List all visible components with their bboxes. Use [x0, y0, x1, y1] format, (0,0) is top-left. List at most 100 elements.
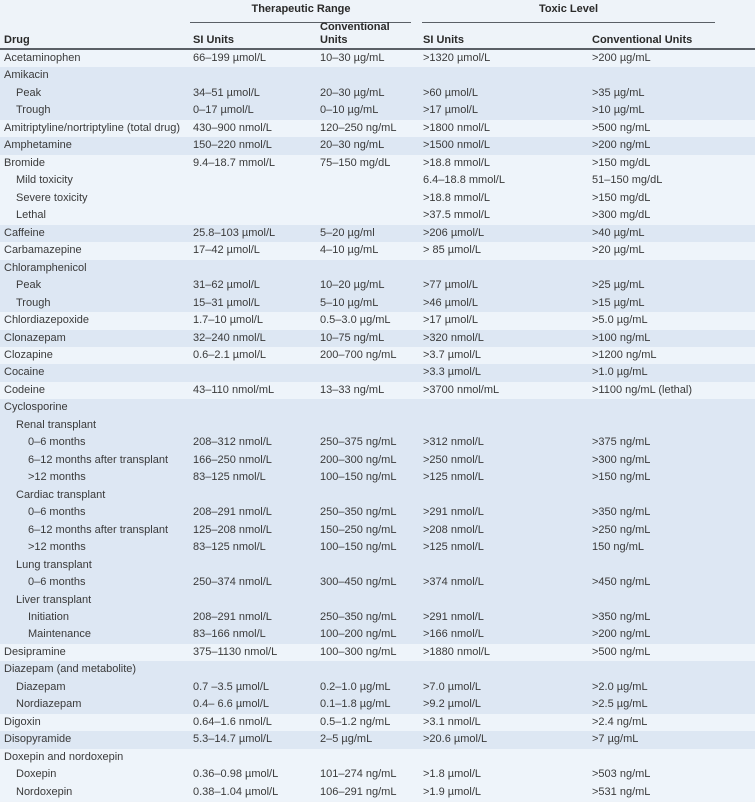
- table-row: 6–12 months after transplant 125–208 nmol…: [0, 521, 755, 540]
- toxic-conventional: >2.5 µg/mL: [592, 698, 648, 711]
- toxic-conventional: >350 ng/mL: [592, 611, 651, 623]
- toxic-si: >3.3 µmol/L: [423, 366, 482, 379]
- table-row: Lethal >37.5 mmol/L >300 mg/dL: [0, 207, 755, 225]
- therapeutic-si: 0.36–0.98 µmol/L: [193, 768, 279, 781]
- therapeutic-si: 9.4–18.7 mmol/L: [193, 156, 275, 169]
- toxic-si: >3.1 nmol/L: [423, 715, 481, 728]
- toxic-si: >77 µmol/L: [423, 279, 478, 292]
- therapeutic-conventional: 106–291 ng/mL: [320, 785, 397, 798]
- toxic-conventional: >150 mg/dL: [592, 191, 651, 204]
- table-row: Severe toxicity >18.8 mmol/L >150 mg/dL: [0, 189, 755, 208]
- drug-name: Chlordiazepoxide: [4, 314, 89, 327]
- drug-name: 0–6 months: [28, 506, 86, 519]
- toxic-conventional: >1.0 µg/mL: [592, 366, 648, 379]
- toxic-si: >17 µmol/L: [423, 314, 478, 327]
- toxic-si: >1500 nmol/L: [423, 139, 490, 152]
- toxic-si: >208 nmol/L: [423, 523, 484, 536]
- therapeutic-conventional: 0–10 µg/mL: [320, 104, 379, 117]
- toxic-si: >166 nmol/L: [423, 628, 484, 641]
- drug-name: Lethal: [16, 209, 46, 222]
- toxic-conventional: >1100 ng/mL (lethal): [592, 383, 692, 396]
- table-row: Trough 15–31 µmol/L 5–10 µg/mL >46 µmol/L >1…: [0, 294, 755, 313]
- table-row: Disopyramide 5.3–14.7 µmol/L 2–5 µg/mL >20.…: [0, 731, 755, 749]
- toxic-si: >312 nmol/L: [423, 436, 484, 449]
- toxic-conventional: >250 ng/mL: [592, 523, 651, 536]
- toxic-si: >291 nmol/L: [423, 611, 484, 623]
- therapeutic-si: 5.3–14.7 µmol/L: [193, 733, 273, 746]
- therapeutic-si: 83–125 nmol/L: [193, 471, 266, 484]
- drug-name: Renal transplant: [16, 418, 97, 431]
- toxic-conventional: >150 ng/mL: [592, 471, 651, 484]
- therapeutic-si: 25.8–103 µmol/L: [193, 226, 276, 239]
- drug-name: Clozapine: [4, 348, 53, 361]
- therapeutic-si: 83–125 nmol/L: [193, 541, 266, 554]
- therapeutic-si: 375–1130 nmol/L: [193, 645, 278, 658]
- drug-name: Mild toxicity: [16, 174, 73, 187]
- table-row: Chloramphenicol: [0, 259, 755, 278]
- drug-name: 6–12 months after transplant: [28, 523, 169, 536]
- drug-name: Peak: [16, 86, 42, 99]
- toxic-si: >3700 nmol/mL: [423, 383, 500, 396]
- therapeutic-range-heading: Therapeutic Range: [251, 3, 351, 15]
- column-header-drug: Drug: [4, 34, 30, 46]
- table-row: Maintenance 83–166 nmol/L 100–200 ng/mL >16…: [0, 626, 755, 644]
- toxic-si: >60 µmol/L: [423, 86, 478, 99]
- drug-name: Cyclosporine: [4, 401, 68, 414]
- table-row: Diazepam 0.7 –3.5 µmol/L 0.2–1.0 µg/mL >7.0…: [0, 678, 755, 697]
- therapeutic-si: 83–166 nmol/L: [193, 628, 266, 641]
- toxic-si: >125 nmol/L: [423, 471, 484, 484]
- table-row: Nordoxepin 0.38–1.04 µmol/L 106–291 ng/mL >…: [0, 783, 755, 802]
- therapeutic-si: 34–51 µmol/L: [193, 86, 260, 99]
- therapeutic-si: 208–291 nmol/L: [193, 506, 272, 519]
- toxic-conventional: >200 ng/mL: [592, 139, 651, 152]
- table-row: Peak 34–51 µmol/L 20–30 µg/mL >60 µmol/L >35…: [0, 84, 755, 103]
- drug-name: Disopyramide: [4, 733, 72, 746]
- toxic-si: >1800 nmol/L: [423, 121, 490, 134]
- table-row: Initiation 208–291 nmol/L 250–350 ng/mL >29…: [0, 609, 755, 627]
- toxic-si: >46 µmol/L: [423, 296, 478, 309]
- toxic-conventional: >200 ng/mL: [592, 628, 651, 641]
- therapeutic-si: 166–250 nmol/L: [193, 453, 272, 466]
- drug-name: Carbamazepine: [4, 244, 82, 257]
- therapeutic-conventional: 150–250 ng/mL: [320, 523, 397, 536]
- drug-name: Amikacin: [4, 69, 49, 82]
- therapeutic-si: 0.64–1.6 nmol/L: [193, 715, 272, 728]
- drug-name: Severe toxicity: [16, 191, 88, 204]
- drug-name: Cocaine: [4, 366, 45, 379]
- therapeutic-conventional: 4–10 µg/mL: [320, 244, 379, 257]
- toxic-si: >250 nmol/L: [423, 453, 484, 466]
- therapeutic-conventional: 2–5 µg/mL: [320, 733, 373, 746]
- toxic-conventional: 51–150 mg/dL: [592, 174, 663, 187]
- drug-name: Bromide: [4, 156, 45, 169]
- table-row: 6–12 months after transplant 166–250 nmol…: [0, 451, 755, 470]
- table-row: Cardiac transplant: [0, 486, 755, 505]
- table-header: Therapeutic Range Toxic Level Drug SI Un…: [0, 0, 755, 50]
- drug-name: Digoxin: [4, 715, 41, 728]
- table-row: Trough 0–17 µmol/L 0–10 µg/mL >17 µmol/L >10…: [0, 102, 755, 120]
- toxic-conventional: >20 µg/mL: [592, 244, 645, 257]
- drug-name: Desipramine: [4, 645, 66, 658]
- therapeutic-conventional: 20–30 ng/mL: [320, 139, 385, 152]
- toxic-si: >17 µmol/L: [423, 104, 478, 117]
- drug-name: Diazepam (and metabolite): [4, 663, 137, 676]
- column-header-conventional-line1: Conventional: [320, 21, 390, 33]
- table-row: Cocaine >3.3 µmol/L >1.0 µg/mL: [0, 364, 755, 382]
- drug-name: Amphetamine: [4, 139, 72, 152]
- toxic-si: >3.7 µmol/L: [423, 348, 482, 361]
- table-row: Acetaminophen 66–199 µmol/L 10–30 µg/mL >13…: [0, 50, 755, 68]
- therapeutic-conventional: 100–150 ng/mL: [320, 541, 397, 554]
- drug-name: Clonazepam: [4, 331, 66, 344]
- therapeutic-conventional: 250–350 ng/mL: [320, 506, 397, 519]
- drug-name: Lung transplant: [16, 558, 92, 571]
- therapeutic-si: 32–240 nmol/L: [193, 331, 266, 344]
- therapeutic-si: 0.4– 6.6 µmol/L: [193, 698, 270, 711]
- toxic-conventional: >40 µg/mL: [592, 226, 645, 239]
- toxic-level-rule: [422, 22, 715, 23]
- table-row: Lung transplant: [0, 556, 755, 575]
- toxic-conventional: >200 µg/mL: [592, 52, 651, 64]
- drug-name: Caffeine: [4, 226, 45, 239]
- toxic-si: >125 nmol/L: [423, 541, 484, 554]
- toxic-si: >18.8 mmol/L: [423, 156, 490, 169]
- table-row: Amphetamine 150–220 nmol/L 20–30 ng/mL >150…: [0, 137, 755, 155]
- toxic-conventional: >300 mg/dL: [592, 209, 651, 222]
